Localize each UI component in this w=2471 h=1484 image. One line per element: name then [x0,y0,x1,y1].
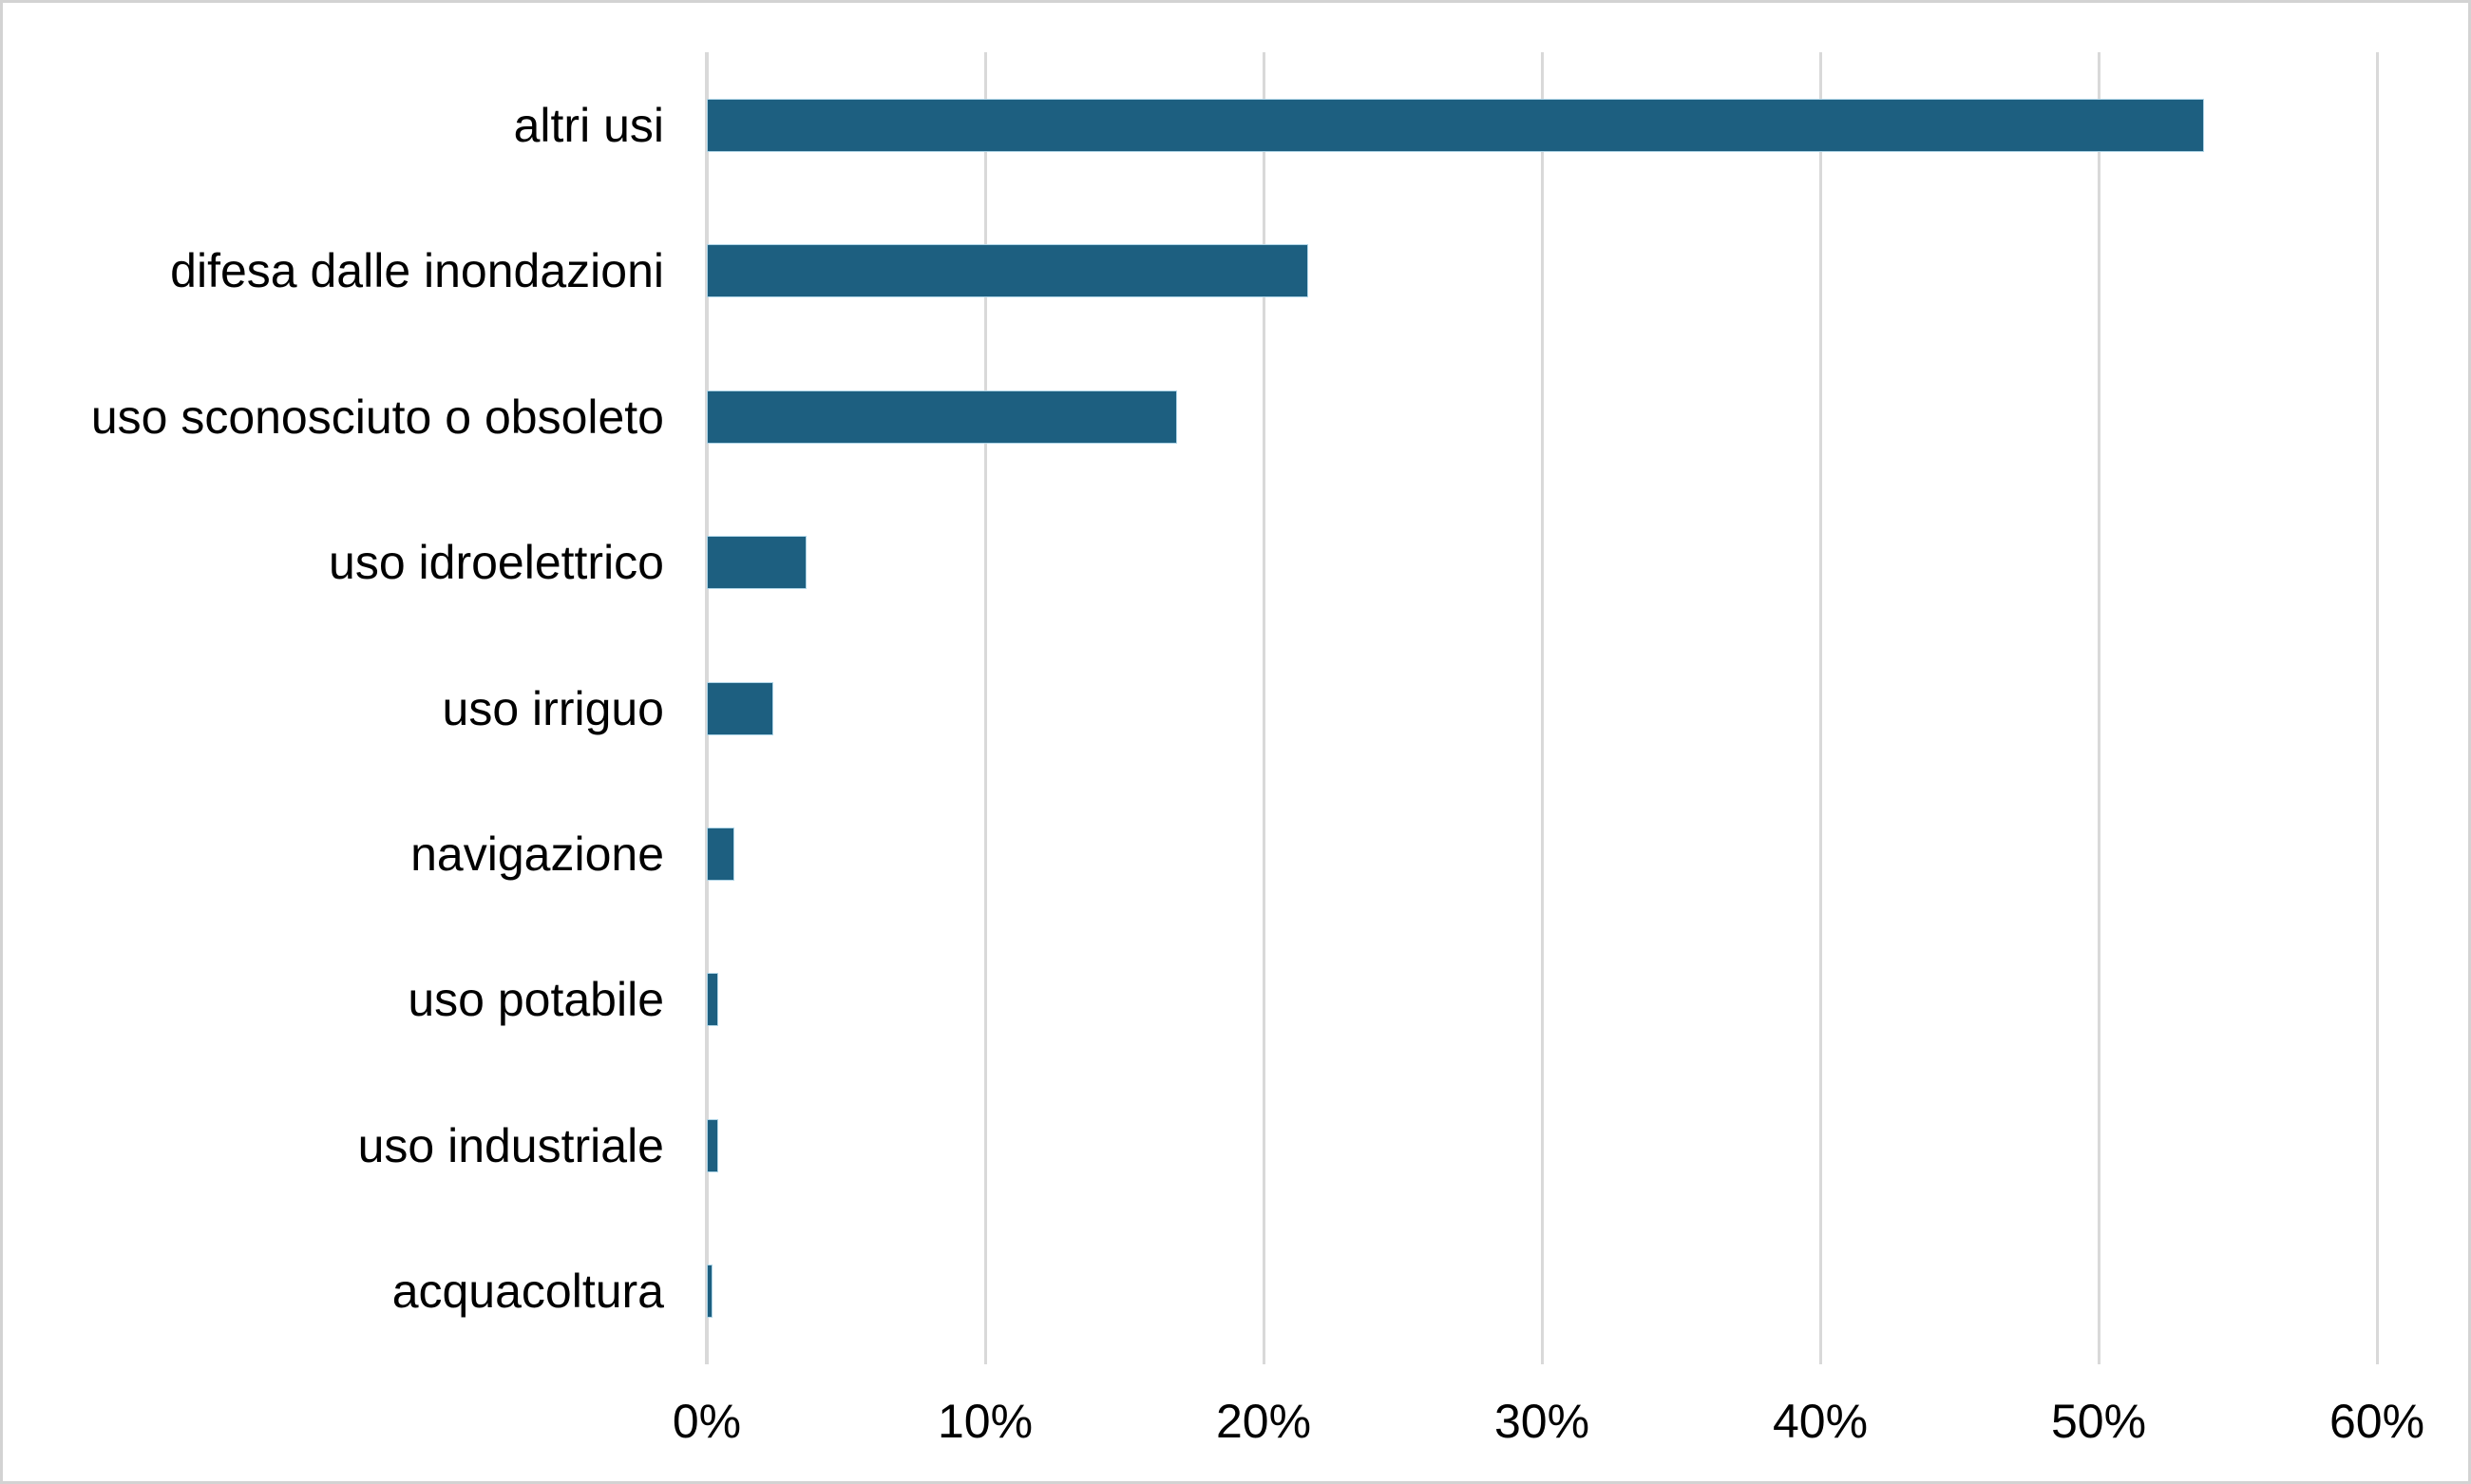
category-label-uso-idroelettrico: uso idroelettrico [329,536,664,590]
x-tick-label-30: 30% [1493,1395,1590,1448]
category-label-uso-industriale: uso industriale [357,1118,664,1172]
category-label-navigazione: navigazione [410,827,664,881]
x-tick-label-20: 20% [1215,1395,1312,1448]
gridline-30pct [1540,52,1544,1364]
category-label-uso-potabile: uso potabile [408,973,664,1027]
gridline-10pct [983,52,987,1364]
gridline-40pct [1818,52,1822,1364]
x-tick-label-60: 60% [2328,1395,2425,1448]
bar-uso-irriguo [707,681,774,735]
x-tick-label-0: 0% [672,1395,742,1448]
bar-acquacoltura [707,1265,713,1319]
x-tick-label-40: 40% [1772,1395,1869,1448]
plot-area: 0% 10% 20% 30% 40% 50% 60% altri usi difesa dall… [3,3,2468,1481]
gridline-50pct [2097,52,2100,1364]
y-axis-line [705,52,709,1364]
x-tick-label-50: 50% [2050,1395,2147,1448]
category-label-uso-irriguo: uso irriguo [442,681,664,735]
category-label-uso-sconosciuto-o-obsoleto: uso sconosciuto o obsoleto [90,390,664,444]
gridline-60pct [2375,52,2379,1364]
bar-difesa-dalle-inondazioni [707,244,1308,298]
bar-navigazione [707,827,735,881]
bar-uso-idroelettrico [707,536,808,590]
bar-uso-potabile [707,973,718,1027]
gridline-20pct [1262,52,1265,1364]
bar-altri-usi [707,98,2205,152]
category-label-acquacoltura: acquacoltura [391,1265,664,1319]
bar-uso-industriale [707,1118,718,1172]
category-label-altri-usi: altri usi [513,98,664,152]
x-tick-label-10: 10% [937,1395,1034,1448]
category-label-difesa-dalle-inondazioni: difesa dalle inondazioni [170,244,664,298]
bar-uso-sconosciuto-o-obsoleto [707,390,1178,444]
